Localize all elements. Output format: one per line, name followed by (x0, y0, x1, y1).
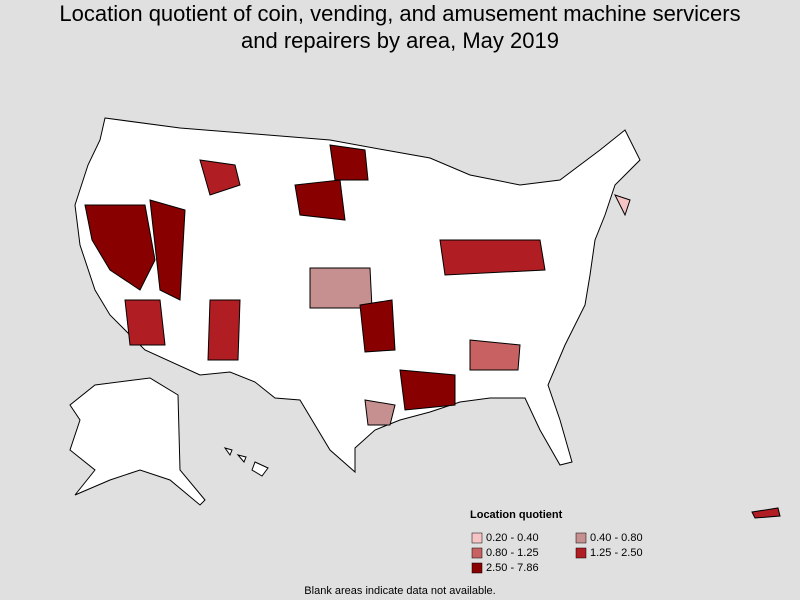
region (399, 369, 456, 411)
legend-swatch (575, 547, 587, 559)
map-title: Location quotient of coin, vending, and … (59, 1, 741, 53)
region (124, 299, 166, 346)
legend-swatch (575, 532, 587, 544)
legend-label: 0.20 - 0.40 (486, 532, 539, 544)
region (149, 199, 186, 301)
legend: 0.20 - 0.40 0.40 - 0.80 0.80 - 1.25 1.25 - … (471, 532, 643, 574)
region (199, 159, 241, 196)
region (207, 299, 241, 361)
footnote: Blank areas indicate data not available. (304, 585, 495, 597)
region (614, 194, 631, 217)
legend-swatch (471, 532, 483, 544)
region (439, 239, 546, 276)
region (309, 267, 373, 309)
region (294, 179, 346, 221)
puerto-rico (751, 507, 781, 519)
legend-label: 2.50 - 7.86 (486, 562, 539, 574)
hawaii (223, 447, 269, 477)
region (469, 339, 521, 371)
legend-title: Location quotient (470, 509, 563, 521)
map (69, 117, 781, 519)
alaska (69, 377, 206, 506)
legend-label: 1.25 - 2.50 (590, 547, 643, 559)
legend-swatch (471, 547, 483, 559)
region (359, 299, 396, 353)
region (329, 144, 369, 181)
region (364, 399, 396, 426)
legend-label: 0.40 - 0.80 (590, 532, 643, 544)
title-box: Location quotient of coin, vending, and … (59, 1, 741, 53)
region (84, 204, 156, 291)
legend-swatch (471, 562, 483, 574)
legend-label: 0.80 - 1.25 (486, 547, 539, 559)
